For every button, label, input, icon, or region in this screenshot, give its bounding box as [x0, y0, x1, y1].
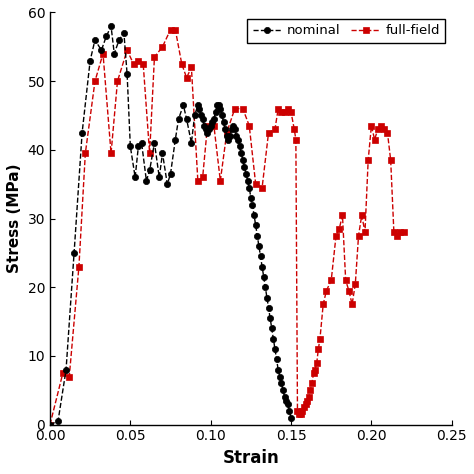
nominal	[108, 23, 114, 29]
nominal	[124, 72, 130, 77]
full-field	[369, 123, 374, 128]
Line: full-field: full-field	[46, 26, 407, 428]
full-field	[47, 422, 53, 428]
nominal	[266, 305, 272, 310]
nominal	[47, 422, 53, 428]
nominal	[269, 326, 274, 331]
nominal	[283, 398, 289, 403]
full-field	[356, 233, 361, 238]
Y-axis label: Stress (MPa): Stress (MPa)	[7, 164, 22, 273]
nominal	[246, 185, 252, 191]
X-axis label: Strain: Strain	[222, 449, 279, 467]
full-field	[301, 405, 307, 410]
Line: nominal: nominal	[47, 23, 294, 428]
full-field	[337, 226, 342, 232]
Legend: nominal, full-field: nominal, full-field	[247, 19, 445, 43]
full-field	[401, 229, 406, 235]
nominal	[288, 415, 294, 420]
full-field	[310, 370, 316, 376]
full-field	[168, 27, 173, 32]
nominal	[184, 116, 190, 122]
full-field	[378, 123, 384, 128]
